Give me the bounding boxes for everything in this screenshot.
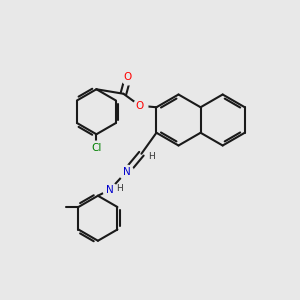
Text: H: H bbox=[148, 152, 155, 161]
Text: O: O bbox=[136, 101, 144, 111]
Text: N: N bbox=[122, 167, 130, 177]
Text: Cl: Cl bbox=[91, 143, 102, 153]
Text: N: N bbox=[106, 185, 114, 195]
Text: O: O bbox=[124, 72, 132, 82]
Text: H: H bbox=[116, 184, 123, 193]
